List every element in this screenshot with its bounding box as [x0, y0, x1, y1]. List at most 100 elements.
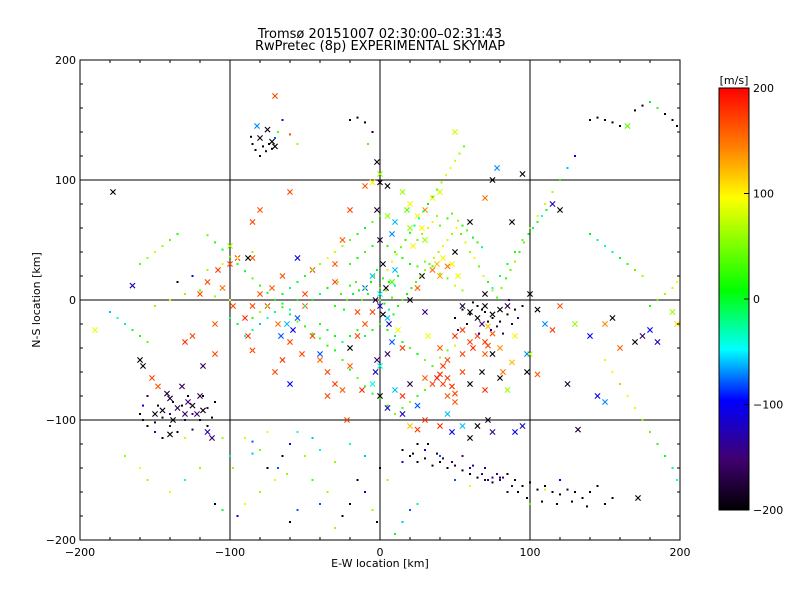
- data-point-dot: [641, 419, 644, 421]
- data-point-x-stroke: [384, 315, 391, 321]
- data-point-x: [309, 333, 316, 339]
- data-point-x: [149, 375, 155, 381]
- data-point-dot: [559, 179, 561, 181]
- data-point-x-stroke: [534, 306, 541, 313]
- data-point-x-stroke: [159, 407, 166, 414]
- data-point-x: [467, 339, 473, 345]
- data-point-dot: [271, 147, 273, 150]
- data-point-x: [485, 342, 491, 349]
- data-point-x-stroke: [302, 291, 308, 297]
- data-point-x-stroke: [284, 321, 290, 327]
- data-point-x: [362, 321, 368, 327]
- data-point-dot: [236, 257, 239, 259]
- data-point-dot: [427, 227, 429, 229]
- data-point-dot: [476, 476, 479, 479]
- data-point-x: [440, 363, 446, 369]
- data-point-x-stroke: [479, 321, 485, 327]
- data-point-x: [164, 390, 170, 397]
- data-point-x: [440, 381, 446, 387]
- data-point-dot: [416, 353, 419, 355]
- data-point-dot: [371, 221, 374, 223]
- data-point-dot: [236, 323, 239, 325]
- data-point-x: [332, 279, 338, 285]
- data-point-x-stroke: [407, 201, 413, 207]
- data-point-x-stroke: [204, 279, 211, 285]
- data-point-x: [434, 261, 440, 267]
- data-point-x: [482, 351, 488, 357]
- colorbar-label: [m/s]: [720, 74, 749, 87]
- data-point-x: [429, 381, 436, 387]
- data-point-x-stroke: [504, 303, 511, 309]
- data-point-dot: [356, 479, 359, 481]
- data-point-x-stroke: [494, 165, 500, 171]
- data-point-dot: [386, 404, 389, 407]
- data-point-x: [204, 429, 211, 435]
- data-point-dot: [484, 467, 486, 469]
- data-point-x-stroke: [519, 423, 526, 429]
- data-point-dot: [265, 150, 267, 153]
- data-point-dot: [184, 419, 186, 421]
- data-point-x-stroke: [497, 345, 503, 351]
- data-point-x-stroke: [197, 291, 203, 297]
- data-point-dot: [574, 155, 576, 157]
- data-point-dot: [544, 203, 546, 205]
- data-point-dot: [401, 521, 404, 523]
- data-point-x-stroke: [399, 411, 406, 417]
- data-point-dot: [296, 281, 299, 283]
- data-point-x: [632, 339, 638, 345]
- data-point-x: [479, 369, 485, 375]
- data-point-dot: [199, 419, 201, 421]
- data-point-x: [152, 411, 158, 417]
- data-point-x-stroke: [149, 375, 155, 381]
- data-point-x-stroke: [189, 333, 196, 339]
- data-point-dot: [427, 443, 429, 445]
- data-point-dot: [484, 479, 486, 481]
- colorbar-tick-label: 0: [753, 293, 760, 306]
- data-point-dot: [416, 265, 419, 268]
- data-point-dot: [676, 479, 678, 481]
- data-point-x: [419, 225, 425, 231]
- data-point-dot: [259, 284, 261, 287]
- data-point-dot: [371, 245, 374, 247]
- data-point-dot: [649, 431, 651, 433]
- data-point-x-stroke: [482, 387, 488, 393]
- data-point-x-stroke: [227, 243, 233, 249]
- data-point-dot: [499, 275, 501, 277]
- data-point-x-stroke: [362, 183, 368, 189]
- data-point-x: [249, 219, 256, 225]
- data-point-x: [269, 285, 275, 291]
- data-point-x-stroke: [383, 285, 389, 291]
- data-point-x-stroke: [399, 393, 406, 399]
- data-point-dot: [337, 281, 339, 283]
- data-point-x: [407, 381, 413, 387]
- data-point-x-stroke: [422, 237, 428, 243]
- data-point-x: [389, 231, 395, 237]
- data-point-x-stroke: [212, 321, 218, 327]
- data-point-dot: [397, 275, 399, 277]
- data-point-x-stroke: [269, 138, 275, 145]
- data-point-dot: [401, 257, 404, 259]
- data-point-dot: [511, 323, 513, 325]
- data-point-x-stroke: [489, 311, 496, 318]
- data-point-dot: [400, 246, 402, 249]
- data-point-x: [294, 315, 301, 321]
- data-point-x-stroke: [482, 291, 488, 297]
- chart-title: Tromsø 20151007 02:30:00–02:31:43: [257, 27, 503, 42]
- data-point-x-stroke: [564, 381, 571, 387]
- data-point-dot: [505, 277, 507, 280]
- data-point-dot: [169, 491, 171, 493]
- data-point-x-stroke: [377, 291, 383, 297]
- data-point-x-stroke: [467, 435, 473, 441]
- data-point-x: [155, 383, 161, 390]
- data-point-dot: [259, 449, 261, 451]
- data-point-x: [167, 431, 173, 438]
- data-point-dot: [487, 479, 489, 481]
- data-point-x-stroke: [204, 429, 211, 435]
- data-point-x: [542, 321, 548, 327]
- data-point-x: [564, 381, 571, 387]
- data-point-dot: [343, 308, 345, 311]
- data-point-dot: [487, 320, 489, 323]
- data-point-x: [369, 179, 376, 186]
- data-point-x: [452, 390, 458, 397]
- data-point-x: [92, 327, 98, 333]
